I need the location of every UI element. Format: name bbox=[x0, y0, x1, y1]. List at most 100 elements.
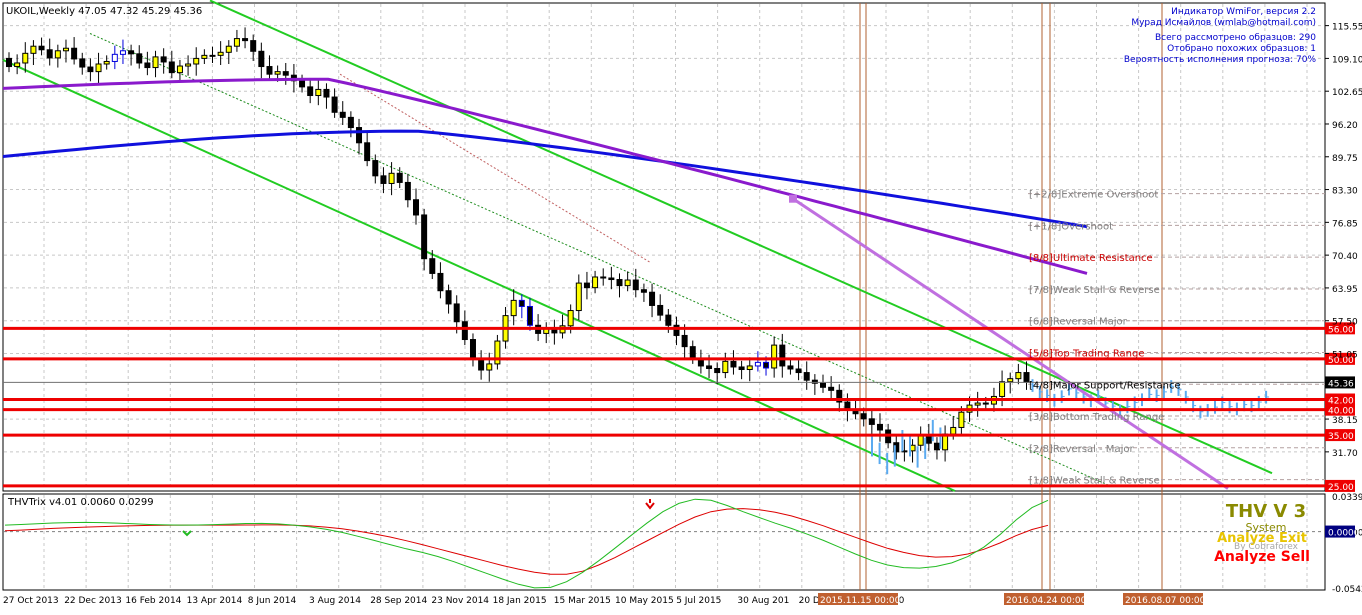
current-price-tag bbox=[1325, 376, 1355, 389]
sub-plot-frame bbox=[2, 493, 1326, 591]
murrey-label: [1/8]Weak Stall & Reverse bbox=[1029, 476, 1160, 487]
x-tick-label: 22 Dec 2013 bbox=[64, 596, 122, 606]
trend-line-violet bbox=[792, 197, 1229, 490]
candle-body bbox=[640, 289, 647, 293]
x-tick-label: 8 Jun 2014 bbox=[248, 596, 297, 606]
candle-body bbox=[714, 367, 721, 374]
candle-body bbox=[486, 363, 493, 371]
candle-body bbox=[356, 127, 363, 144]
candle-body bbox=[795, 368, 802, 374]
candle-body bbox=[494, 340, 501, 365]
candle-body bbox=[437, 272, 444, 292]
candle-body bbox=[144, 62, 151, 69]
sub-y-tick-label: -0.0542 bbox=[1332, 585, 1362, 595]
candles bbox=[6, 27, 1030, 463]
y-tick-label: 63.95 bbox=[1332, 285, 1358, 295]
pitchfork-line bbox=[339, 73, 651, 263]
current-price-label: 45.36 bbox=[1328, 379, 1354, 389]
y-tick-label: 57.50 bbox=[1332, 318, 1358, 328]
candle-body bbox=[233, 38, 240, 47]
y-tick-label: 38.15 bbox=[1332, 416, 1358, 426]
watermark-line: THV V 3 bbox=[1226, 501, 1306, 522]
candle-body bbox=[372, 160, 379, 177]
candle-body bbox=[347, 116, 354, 129]
candle-body bbox=[665, 314, 672, 326]
candle-body bbox=[746, 365, 753, 371]
level-tag-label: 56.00 bbox=[1328, 325, 1354, 335]
candle-body bbox=[266, 66, 273, 75]
y-tick-label: 70.40 bbox=[1332, 252, 1358, 262]
candle-body bbox=[616, 279, 623, 287]
murrey-label: [5/8]Top Trading Range bbox=[1029, 348, 1145, 359]
level-tag-label: 50.00 bbox=[1328, 356, 1354, 366]
candle-body bbox=[624, 279, 631, 287]
candle-body bbox=[649, 291, 656, 306]
candle-body bbox=[868, 418, 875, 425]
candle-body bbox=[119, 50, 126, 55]
candle-body bbox=[681, 334, 688, 348]
x-tick-label: 5 Jul 2015 bbox=[676, 596, 721, 606]
candle-body bbox=[250, 40, 257, 52]
time-highlight-label: 2016.08.07 00:00 bbox=[1125, 596, 1206, 606]
candle-body bbox=[608, 277, 615, 281]
candle-body bbox=[600, 276, 607, 279]
time-highlight bbox=[1123, 593, 1203, 605]
candle-body bbox=[445, 290, 452, 305]
candle-body bbox=[567, 310, 574, 327]
candle-body bbox=[876, 423, 883, 431]
candle-body bbox=[103, 60, 110, 65]
level-tag-label: 42.00 bbox=[1328, 397, 1354, 407]
candle-body bbox=[339, 111, 346, 118]
candle-body bbox=[779, 344, 786, 367]
candle-body bbox=[128, 50, 135, 55]
sub-value-tag-label: 0.0000 bbox=[1328, 529, 1360, 539]
x-tick-label: 28 Sep 2014 bbox=[370, 596, 427, 606]
candle-body bbox=[974, 402, 981, 406]
candle-body bbox=[388, 172, 395, 184]
level-tag bbox=[1325, 322, 1355, 335]
x-tick-label: 27 Oct 2013 bbox=[3, 596, 59, 606]
murrey-label: [2/8]Reversal - Major bbox=[1029, 444, 1134, 455]
murrey-label: [+2/8]Extreme Overshoot bbox=[1029, 190, 1158, 201]
x-tick-label: 18 Jan 2015 bbox=[493, 596, 547, 606]
candle-body bbox=[201, 54, 208, 59]
candle-body bbox=[46, 49, 53, 59]
candle-body bbox=[30, 45, 37, 54]
candle-body bbox=[193, 57, 200, 65]
candle-body bbox=[592, 276, 599, 289]
candle-body bbox=[950, 426, 957, 435]
candle-body bbox=[518, 299, 525, 307]
sub-value-tag bbox=[1325, 525, 1355, 538]
grid bbox=[4, 4, 1324, 589]
level-tag bbox=[1325, 429, 1355, 442]
candle-body bbox=[1007, 378, 1014, 383]
candle-body bbox=[722, 360, 729, 374]
watermark-line: Analyze Sell bbox=[1214, 549, 1310, 565]
candle-body bbox=[828, 386, 835, 391]
y-tick-label: 115.55 bbox=[1332, 23, 1362, 33]
watermark: THV V 3 System Analyze Exit By Cobrafore… bbox=[1214, 501, 1310, 565]
info-line: Индикатор WmiFor, версия 2.2 bbox=[1171, 7, 1316, 17]
candle-body bbox=[933, 442, 940, 451]
candle-body bbox=[242, 38, 249, 42]
ma-blue-line bbox=[2, 129, 1088, 229]
candle-body bbox=[315, 88, 322, 97]
time-highlight bbox=[818, 593, 898, 605]
candle-body bbox=[958, 411, 965, 428]
candle-body bbox=[657, 304, 664, 316]
candle-body bbox=[510, 299, 517, 317]
trix-green-line bbox=[4, 498, 1049, 589]
level-tag bbox=[1325, 479, 1355, 492]
level-tag-label: 25.00 bbox=[1328, 483, 1354, 493]
candle-body bbox=[217, 51, 224, 56]
x-tick-label: 16 Feb 2014 bbox=[125, 596, 181, 606]
candle-body bbox=[469, 339, 476, 360]
murrey-label: [8/8]Ultimate Resistance bbox=[1029, 253, 1153, 264]
candle-body bbox=[738, 366, 745, 371]
y-tick-label: 89.75 bbox=[1332, 154, 1358, 164]
watermark-line: Analyze Exit bbox=[1217, 531, 1307, 546]
x-tick-label: 23 Nov 2014 bbox=[431, 596, 489, 606]
candle-body bbox=[787, 365, 794, 370]
candle-body bbox=[706, 365, 713, 369]
